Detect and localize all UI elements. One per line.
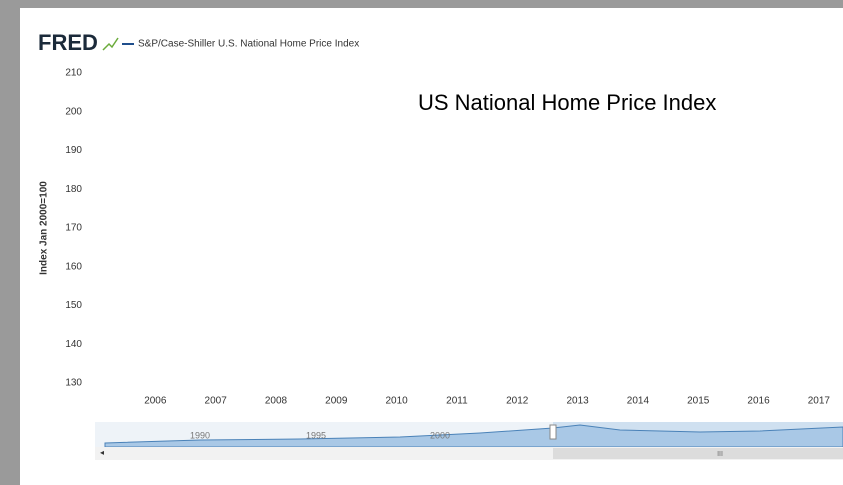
x-tick-label: 2011: [446, 396, 468, 407]
y-tick-label: 200: [65, 106, 82, 117]
navigator-handle[interactable]: [549, 424, 557, 440]
navigator-label: 1995: [306, 430, 326, 440]
x-tick-label: 2006: [144, 396, 167, 407]
x-tick-label: 2017: [808, 396, 831, 407]
scrollbar-thumb[interactable]: [553, 448, 843, 459]
x-tick-label: 2012: [506, 396, 529, 407]
y-tick-label: 190: [65, 145, 82, 156]
scroll-arrow[interactable]: ◂: [100, 448, 104, 457]
y-tick-label: 160: [65, 261, 82, 272]
navigator-label: 2000: [430, 430, 450, 440]
x-tick-label: 2009: [325, 396, 348, 407]
y-axis-label: Index Jan 2000=100: [39, 181, 50, 275]
logo: FRED: [38, 30, 98, 55]
y-tick-label: 170: [65, 223, 82, 234]
navigator-area: [104, 424, 843, 448]
y-tick-label: 210: [65, 68, 82, 79]
legend-label: S&P/Case-Shiller U.S. National Home Pric…: [138, 39, 359, 50]
x-tick-label: 2014: [627, 396, 650, 407]
y-tick-label: 140: [65, 339, 82, 350]
navigator-label: 1990: [190, 430, 210, 440]
x-tick-label: 2016: [747, 396, 770, 407]
y-tick-label: 150: [65, 300, 82, 311]
scrollbar-grip: III: [717, 451, 723, 458]
x-tick-label: 2015: [687, 396, 710, 407]
annotation: US National Home Price Index: [418, 90, 716, 115]
chart-background: [20, 8, 843, 485]
x-tick-label: 2008: [265, 396, 288, 407]
y-tick-label: 130: [65, 378, 82, 389]
y-tick-label: 180: [65, 184, 82, 195]
x-tick-label: 2007: [205, 396, 228, 407]
x-tick-label: 2010: [385, 396, 408, 407]
logo-icon: [102, 37, 119, 51]
x-tick-label: 2013: [566, 396, 589, 407]
